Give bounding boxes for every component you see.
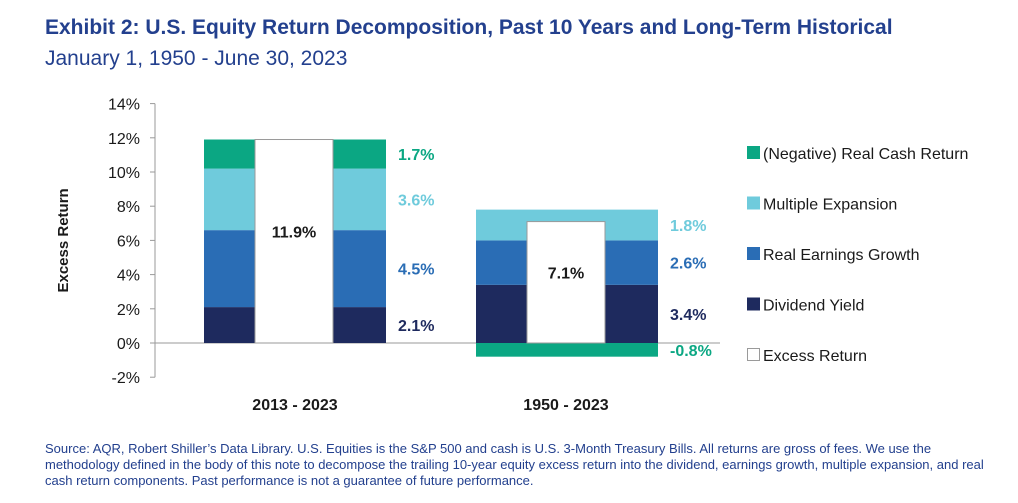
legend-swatch-multiple <box>747 196 760 210</box>
legend-label-excess: Excess Return <box>763 348 867 365</box>
y-tick-label: 8% <box>117 199 140 216</box>
stacked-bar-chart: -2% 0% 2% 4% 6% 8% 10% 12% 14% Excess Return 2.1% 4… <box>55 97 968 414</box>
legend-label-earnings: Real Earnings Growth <box>763 247 920 264</box>
y-tick-label: 0% <box>117 336 140 353</box>
y-tick-label: 12% <box>108 131 140 148</box>
value-label-earnings: 2.6% <box>670 256 706 273</box>
legend-label-dividend: Dividend Yield <box>763 298 864 315</box>
value-label-multiple: 3.6% <box>398 192 434 209</box>
y-tick-label: 10% <box>108 165 140 182</box>
x-category-label: 1950 - 2023 <box>523 397 609 414</box>
value-label-dividend: 2.1% <box>398 318 434 335</box>
value-label-excess: 7.1% <box>548 265 584 282</box>
legend-swatch-dividend <box>747 297 760 311</box>
chart-subtitle: January 1, 1950 - June 30, 2023 <box>45 47 348 70</box>
value-label-excess: 11.9% <box>272 224 316 241</box>
value-label-earnings: 4.5% <box>398 262 434 279</box>
y-tick-label: 14% <box>108 97 140 114</box>
legend-swatch-excess <box>747 348 760 361</box>
value-label-cash: -0.8% <box>670 343 712 360</box>
y-axis-label: Excess Return <box>55 188 72 292</box>
y-tick-label: 6% <box>117 233 140 250</box>
value-label-dividend: 3.4% <box>670 307 706 324</box>
value-label-cash: 1.7% <box>398 147 434 164</box>
y-tick-label: 4% <box>117 268 140 285</box>
chart-title: Exhibit 2: U.S. Equity Return Decomposit… <box>45 16 893 39</box>
legend-swatch-cash <box>747 146 760 159</box>
x-category-label: 2013 - 2023 <box>252 397 338 414</box>
value-label-multiple: 1.8% <box>670 218 706 235</box>
source-note: Source: AQR, Robert Shiller’s Data Libra… <box>45 441 984 488</box>
y-tick-label: 2% <box>117 302 140 319</box>
bar-excess-return <box>254 139 334 344</box>
bar-excess-return <box>526 221 606 344</box>
legend-swatch-earnings <box>747 247 760 260</box>
bar-segment-cash <box>476 343 658 357</box>
y-tick-label: -2% <box>112 370 140 387</box>
legend-label-cash: (Negative) Real Cash Return <box>763 146 968 163</box>
legend-label-multiple: Multiple Expansion <box>763 197 897 214</box>
